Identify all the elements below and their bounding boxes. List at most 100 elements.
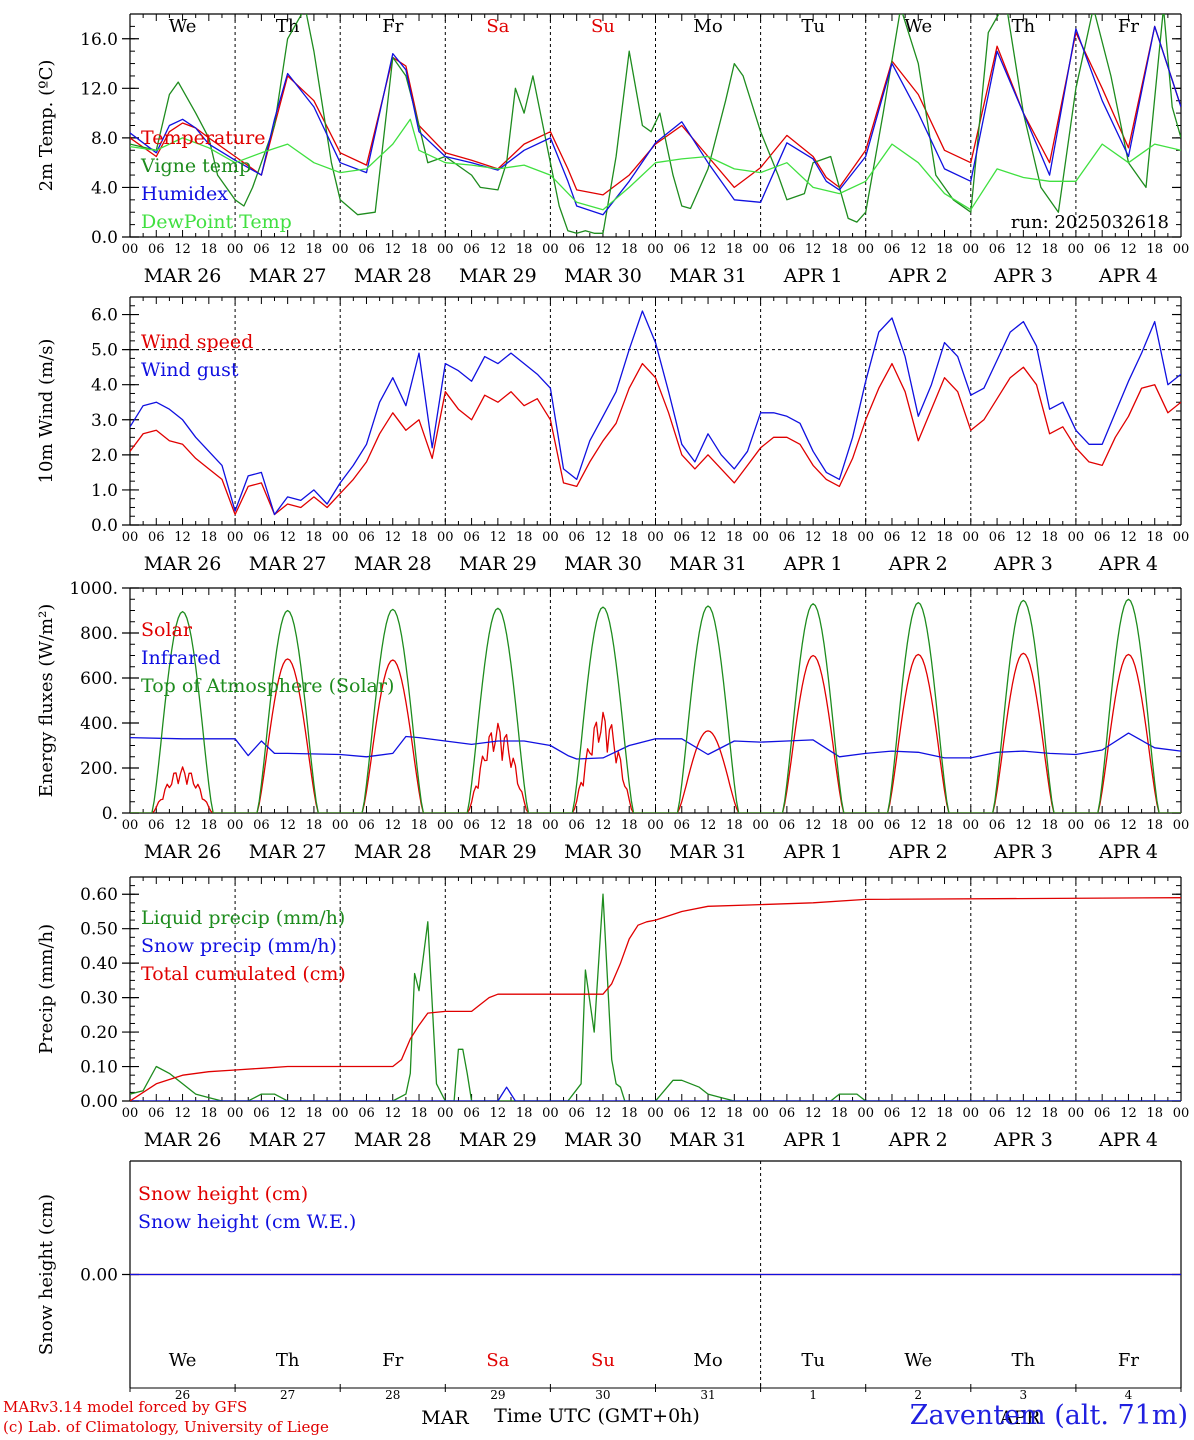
weekday-label: Mo xyxy=(693,16,722,37)
x-hour-label: 12 xyxy=(1120,530,1137,545)
x-date-label: MAR 27 xyxy=(249,841,327,863)
legend-entry: Temperature xyxy=(141,127,265,149)
x-hour-label: 12 xyxy=(700,1106,717,1121)
legend-entry: Snow height (cm W.E.) xyxy=(138,1211,356,1233)
x-hour-label: 12 xyxy=(490,530,507,545)
x-hour-label: 00 xyxy=(1173,818,1190,833)
x-date-label: APR 3 xyxy=(993,841,1053,863)
x-date-label: MAR 28 xyxy=(354,553,432,575)
model-credit: MARv3.14 model forced by GFS xyxy=(3,1398,248,1416)
x-hour-label: 12 xyxy=(384,818,401,833)
x-hour-label: 06 xyxy=(463,530,480,545)
day-number-label: 2 xyxy=(914,1388,922,1402)
x-hour-label: 00 xyxy=(963,242,980,257)
x-hour-label: 18 xyxy=(306,242,323,257)
x-hour-label: 12 xyxy=(1015,242,1032,257)
x-date-label: APR 4 xyxy=(1098,553,1158,575)
x-hour-label: 06 xyxy=(358,530,375,545)
x-date-label: MAR 31 xyxy=(669,1129,747,1151)
y-axis-label: 10m Wind (m/s) xyxy=(36,339,57,484)
x-hour-label: 18 xyxy=(516,530,533,545)
panel-energy: 0. 200. 400. 600. 800. 1000. Energy fluxes (W/… xyxy=(36,579,1189,863)
x-date-label: MAR 27 xyxy=(249,265,327,287)
x-date-label: APR 2 xyxy=(888,1129,948,1151)
x-date-label: APR 1 xyxy=(783,841,843,863)
x-hour-label: 06 xyxy=(884,530,901,545)
y-tick-label: 6.0 xyxy=(91,306,118,326)
legend-entry: Snow precip (mm/h) xyxy=(141,935,337,957)
x-date-label: MAR 31 xyxy=(669,553,747,575)
x-hour-label: 18 xyxy=(411,818,428,833)
x-hour-label: 00 xyxy=(1068,530,1085,545)
x-hour-label: 18 xyxy=(936,242,953,257)
x-hour-label: 18 xyxy=(831,818,848,833)
weekday-label: Sa xyxy=(486,1350,509,1371)
x-hour-label: 06 xyxy=(779,242,796,257)
legend-entry: Vigne temp xyxy=(140,155,251,177)
x-hour-label: 18 xyxy=(201,242,218,257)
weekday-label: Tu xyxy=(801,16,825,37)
weekday-label: Mo xyxy=(693,1350,722,1371)
x-hour-label: 18 xyxy=(936,818,953,833)
x-hour-label: 00 xyxy=(963,818,980,833)
x-hour-label: 00 xyxy=(122,1106,139,1121)
x-hour-label: 18 xyxy=(306,818,323,833)
month-label: APR xyxy=(999,1407,1042,1429)
series-line-infrared xyxy=(130,732,1181,760)
x-hour-label: 12 xyxy=(910,530,927,545)
x-hour-label: 12 xyxy=(910,818,927,833)
x-hour-label: 12 xyxy=(805,242,822,257)
x-hour-label: 00 xyxy=(857,242,874,257)
x-hour-label: 00 xyxy=(963,530,980,545)
day-number-label: 29 xyxy=(490,1388,505,1402)
x-hour-label: 12 xyxy=(279,242,296,257)
x-hour-label: 18 xyxy=(1041,818,1058,833)
run-annotation: run: 2025032618 xyxy=(1011,212,1169,233)
x-hour-label: 06 xyxy=(884,818,901,833)
x-hour-label: 12 xyxy=(1015,818,1032,833)
station-name: Zaventem (alt. 71m) xyxy=(909,1400,1188,1431)
x-hour-label: 06 xyxy=(989,242,1006,257)
x-hour-label: 00 xyxy=(1068,242,1085,257)
x-date-label: APR 2 xyxy=(888,553,948,575)
x-date-label: MAR 28 xyxy=(354,265,432,287)
x-hour-label: 18 xyxy=(306,1106,323,1121)
series-line-humidex xyxy=(130,25,1181,216)
x-hour-label: 12 xyxy=(805,1106,822,1121)
x-hour-label: 00 xyxy=(437,242,454,257)
x-date-label: MAR 30 xyxy=(564,265,642,287)
x-hour-label: 12 xyxy=(805,818,822,833)
x-hour-label: 00 xyxy=(122,242,139,257)
x-date-label: MAR 26 xyxy=(144,841,222,863)
x-hour-label: 00 xyxy=(332,242,349,257)
x-date-label: MAR 31 xyxy=(669,841,747,863)
x-hour-label: 18 xyxy=(411,1106,428,1121)
x-hour-label: 06 xyxy=(463,242,480,257)
x-hour-label: 12 xyxy=(595,1106,612,1121)
x-hour-label: 00 xyxy=(1173,242,1190,257)
y-tick-label: 400. xyxy=(80,714,118,734)
day-number-label: 4 xyxy=(1125,1388,1133,1402)
x-hour-label: 12 xyxy=(1015,1106,1032,1121)
y-tick-label: 200. xyxy=(80,759,118,779)
x-hour-label: 18 xyxy=(1041,242,1058,257)
x-hour-label: 12 xyxy=(1015,530,1032,545)
x-hour-label: 06 xyxy=(989,818,1006,833)
x-hour-label: 06 xyxy=(568,530,585,545)
x-hour-label: 00 xyxy=(227,530,244,545)
x-hour-label: 06 xyxy=(463,1106,480,1121)
x-hour-label: 18 xyxy=(1146,530,1163,545)
series-group xyxy=(130,893,1181,1101)
legend-entry: Snow height (cm) xyxy=(138,1183,308,1205)
x-date-label: APR 4 xyxy=(1098,1129,1158,1151)
x-hour-label: 18 xyxy=(516,242,533,257)
x-hour-label: 06 xyxy=(568,818,585,833)
x-hour-label: 00 xyxy=(1068,818,1085,833)
legend-entry: Total cumulated (cm) xyxy=(141,963,346,985)
panel-snow: 0.00 Snow height (cm) We 26 Th 27 Fr 28 Sa 29 Su 30… xyxy=(36,1160,1182,1429)
x-hour-label: 06 xyxy=(674,530,691,545)
x-hour-label: 06 xyxy=(568,1106,585,1121)
x-hour-label: 00 xyxy=(647,1106,664,1121)
series-line-total-cumulated-cm- xyxy=(130,897,1181,1101)
month-label: MAR xyxy=(421,1407,469,1429)
